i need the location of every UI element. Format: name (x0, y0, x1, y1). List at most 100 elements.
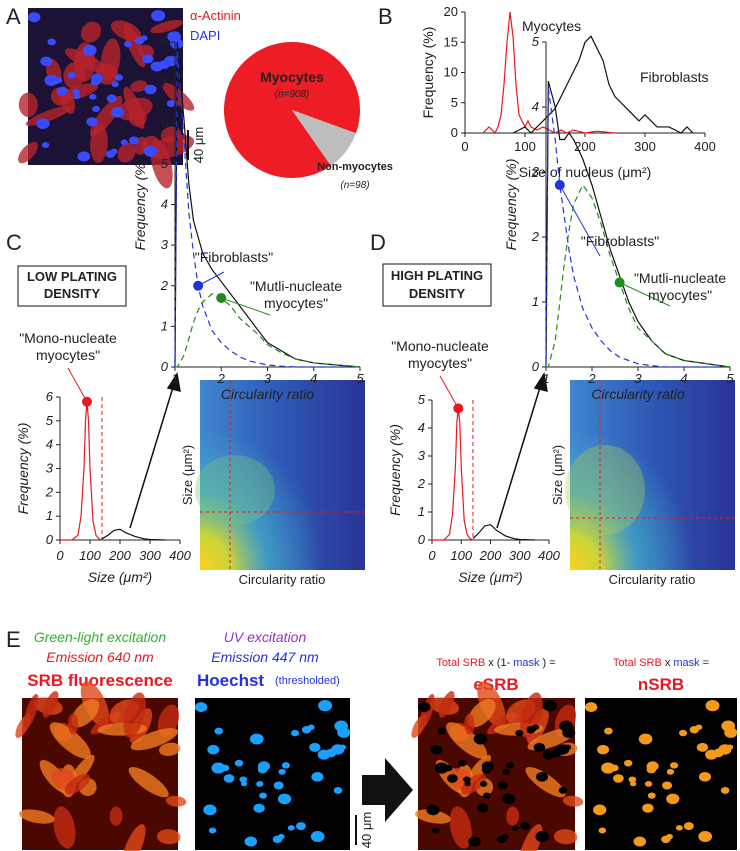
marker (554, 180, 565, 190)
nucleus (273, 781, 284, 790)
cell (64, 773, 91, 795)
nucleus (536, 772, 549, 782)
series-line (545, 87, 730, 368)
annotation: myocytes" (264, 295, 328, 311)
x-tick-label: 4 (680, 371, 687, 386)
y-tick-label: 1 (532, 294, 539, 309)
cell (438, 691, 455, 718)
cell (18, 809, 55, 824)
nucleus (679, 729, 688, 737)
nucleus (434, 762, 449, 774)
y-tick-label: 1 (46, 508, 53, 523)
nucleus (426, 804, 440, 816)
annotation: "Mutli-nucleate (634, 270, 726, 286)
heatmap (565, 380, 735, 570)
nucleus (462, 776, 471, 783)
micrograph (584, 698, 738, 850)
annotation: "Fibroblasts" (581, 233, 659, 249)
cell (553, 829, 578, 845)
nucleus (134, 36, 145, 45)
y-tick-label: 3 (418, 448, 426, 463)
density-label: DENSITY (44, 286, 101, 301)
y-axis-label: Frequency (%) (420, 27, 436, 119)
nucleus (646, 765, 657, 774)
nucleus (317, 749, 331, 760)
slice-label: Non-myocytes (317, 161, 393, 173)
x-tick-label: 400 (169, 548, 191, 563)
nucleus (110, 106, 125, 118)
series-line (174, 50, 360, 368)
formula: Total SRB x mask = (613, 657, 709, 669)
nucleus (203, 804, 217, 816)
nucleus (318, 700, 333, 712)
y-tick-label: 3 (46, 461, 54, 476)
y-tick-label: 5 (161, 156, 169, 171)
nucleus (151, 10, 166, 22)
nucleus (502, 793, 516, 805)
cell (23, 693, 39, 729)
x-tick-label: 400 (538, 548, 560, 563)
nucleus (106, 94, 117, 103)
y-tick-label: 2 (160, 278, 169, 293)
nucleus (333, 786, 343, 794)
cell (122, 824, 146, 851)
nucleus (281, 762, 291, 769)
nucleus (647, 792, 656, 799)
nucleus (473, 733, 488, 745)
nucleus (277, 833, 285, 840)
x-axis-label: Size (μm²) (458, 569, 522, 585)
y-tick-label: 3 (161, 237, 169, 252)
x-tick-label: 0 (56, 548, 64, 563)
cell (117, 142, 136, 163)
nucleus (483, 792, 491, 799)
nucleus (502, 768, 510, 775)
nucleus (477, 803, 489, 813)
heatmap-ylabel: Size (μm²) (550, 445, 565, 505)
nucleus (613, 774, 624, 783)
y-tick-label: 5 (418, 392, 426, 407)
cell (67, 713, 79, 735)
y-tick-label: 3 (532, 164, 540, 179)
series-line (60, 401, 103, 541)
nucleus (447, 774, 458, 783)
x-axis-label: Size (μm²) (88, 569, 152, 585)
heatmap-xlabel: Circularity ratio (239, 572, 326, 587)
nucleus (41, 142, 50, 149)
marker (193, 280, 204, 291)
scale-label: 40 μm (191, 127, 206, 163)
cell (467, 699, 496, 728)
nucleus (244, 836, 258, 847)
nucleus (705, 700, 720, 712)
x-tick-label: 200 (479, 548, 502, 563)
nucleus (675, 825, 683, 831)
nucleus (90, 78, 101, 86)
nucleus (194, 702, 208, 713)
cell (123, 23, 146, 68)
series-line (175, 293, 361, 368)
nucleus (256, 781, 264, 787)
density-label: LOW PLATING (27, 269, 117, 284)
nucleus (310, 830, 325, 842)
nucleus (526, 726, 536, 734)
legend-label: Fibroblasts (640, 69, 708, 85)
cell (128, 767, 169, 798)
nucleus (464, 781, 471, 787)
nucleus (630, 781, 637, 787)
nucleus (278, 768, 286, 775)
nucleus (479, 781, 488, 787)
stain-label: DAPI (190, 28, 220, 43)
nucleus (214, 727, 224, 735)
nucleus (167, 31, 181, 43)
nucleus (559, 720, 573, 732)
y-tick-label: 6 (46, 389, 54, 404)
nucleus (295, 822, 306, 831)
pie-slice (224, 41, 360, 179)
scale-label: 40 μm (359, 812, 374, 848)
slice-label: Myocytes (260, 69, 324, 85)
annotation: myocytes" (36, 347, 100, 363)
x-tick-label: 0 (461, 139, 468, 154)
cell (25, 106, 71, 126)
formula-part: mask (673, 657, 700, 669)
nucleus (698, 830, 713, 842)
formula-part: ) = (543, 657, 556, 669)
